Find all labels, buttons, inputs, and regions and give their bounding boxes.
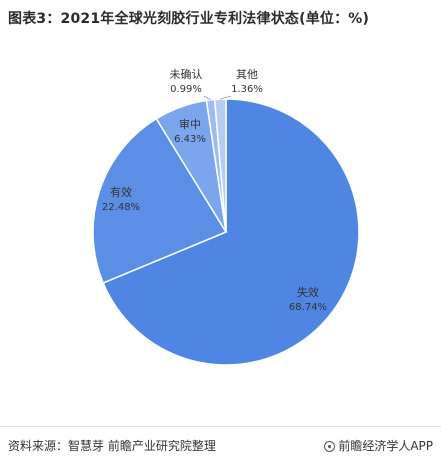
source-text: 资料来源：智慧芽 前瞻产业研究院整理 xyxy=(8,439,216,453)
pie-slice-1 xyxy=(92,117,228,284)
leader-lines xyxy=(203,95,232,101)
brand-logo-icon xyxy=(324,441,336,452)
slice-label-3: 未确认 xyxy=(170,68,203,81)
chart-title: 图表3：2021年全球光刻胶行业专利法律状态(单位：%) xyxy=(8,11,370,27)
leader-line-3 xyxy=(203,95,211,101)
slice-label-2: 审中 xyxy=(179,117,201,131)
slice-labels: 失效 68.74% 有效 22.48% 审中 6.43% 未确认 0.99% 其他 1.36% xyxy=(102,68,327,313)
slice-value-1: 22.48% xyxy=(102,202,140,213)
pie-slice-4 xyxy=(213,98,227,233)
pie-chart: 失效 68.74% 有效 22.48% 审中 6.43% 未确认 0.99% 其他 1.36% xyxy=(92,68,360,366)
leader-line-4 xyxy=(220,95,232,100)
slice-value-3: 0.99% xyxy=(170,84,202,95)
slice-label-0: 失效 xyxy=(297,285,319,299)
brand: 前瞻经济学人APP xyxy=(324,437,433,454)
brand-text: 前瞻经济学人APP xyxy=(338,439,433,453)
slice-value-0: 68.74% xyxy=(289,302,327,313)
slice-value-4: 1.36% xyxy=(231,84,263,95)
slice-label-1: 有效 xyxy=(110,185,132,199)
footer: 资料来源：智慧芽 前瞻产业研究院整理 前瞻经济学人APP xyxy=(0,426,441,465)
pie-slices xyxy=(92,98,360,366)
slice-label-4: 其他 xyxy=(236,68,258,81)
pie-slice-0 xyxy=(102,98,360,366)
slice-value-2: 6.43% xyxy=(174,134,206,145)
